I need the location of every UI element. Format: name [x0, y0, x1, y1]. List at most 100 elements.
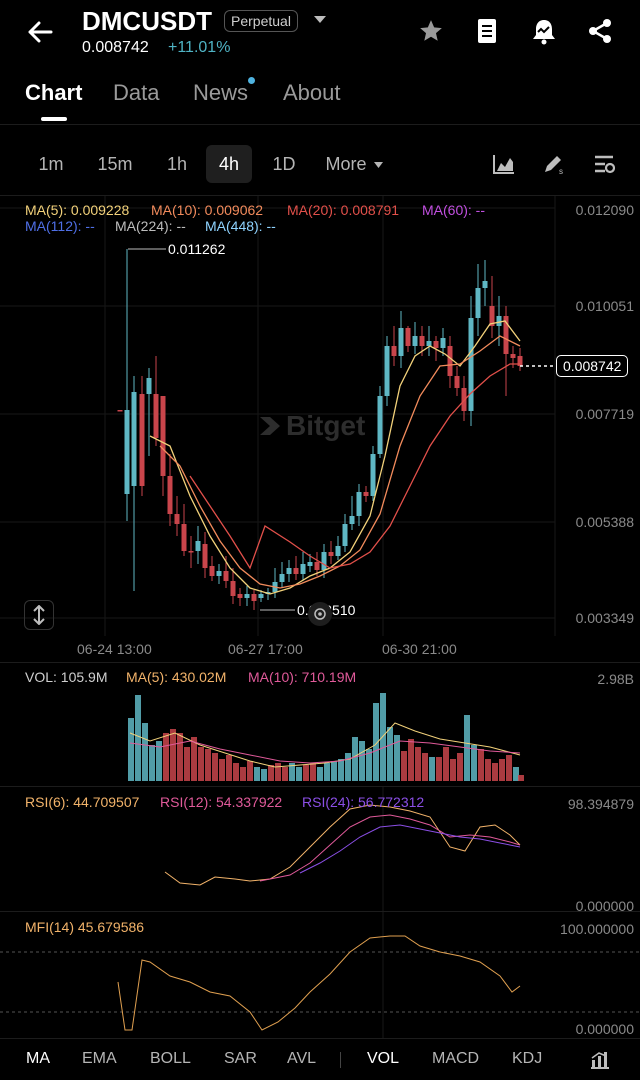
candle-body [209, 566, 215, 576]
indicator-sar[interactable]: SAR [224, 1050, 257, 1067]
candle-body [454, 376, 460, 388]
candle-body [195, 541, 201, 551]
star-icon[interactable] [414, 14, 448, 48]
volume-bar [359, 741, 365, 781]
price-axis-5: 0.003349 [575, 610, 634, 626]
indicator-macd[interactable]: MACD [432, 1050, 480, 1067]
candle-body [482, 281, 488, 288]
volume-bar [506, 755, 512, 781]
candle-body [468, 318, 474, 411]
indicator-kdj[interactable]: KDJ [512, 1050, 543, 1067]
indicator-ema[interactable]: EMA [82, 1050, 117, 1067]
timeframe-4h[interactable]: 4h [206, 145, 252, 183]
volume-bar [212, 753, 218, 781]
tab-chart[interactable]: Chart [25, 80, 83, 105]
draw-pen-icon[interactable]: s [540, 150, 568, 178]
price-axis-3: 0.007719 [575, 406, 634, 422]
volume-label: VOL: 105.9M [25, 669, 108, 685]
candle-body [188, 551, 194, 553]
candle-body [384, 346, 390, 396]
tab-data[interactable]: Data [113, 80, 160, 105]
symbol-title[interactable]: DMCUSDT [82, 6, 212, 36]
volume-divider [0, 786, 640, 787]
candle-body [124, 410, 130, 494]
candle-body [412, 336, 418, 346]
volume-bar [366, 749, 372, 781]
candle-body [244, 594, 250, 598]
candle-body [433, 341, 439, 348]
timeframe-15m[interactable]: 15m [97, 154, 133, 174]
high-price-marker: 0.011262 [168, 241, 226, 257]
indicator-vol[interactable]: VOL [367, 1050, 400, 1067]
tab-about[interactable]: About [283, 80, 341, 105]
volume-panel: VOL: 105.9M MA(5): 430.02M MA(10): 710.1… [0, 663, 640, 786]
timeframe-1m[interactable]: 1m [38, 154, 64, 174]
indicator-avl[interactable]: AVL [287, 1050, 317, 1067]
rsi12-label: RSI(12): 54.337922 [160, 794, 283, 810]
candle-body [475, 288, 481, 318]
ma112-label: MA(112): -- [25, 218, 95, 234]
main-chart-divider [0, 662, 640, 663]
ma20-label: MA(20): 0.008791 [287, 202, 400, 218]
ma-line [189, 363, 520, 570]
indicator-ma[interactable]: MA [26, 1050, 50, 1067]
bitget-watermark-text: Bitget [286, 410, 366, 441]
chart-type-icon[interactable] [490, 150, 518, 178]
chevron-down-icon[interactable] [312, 12, 328, 28]
candle-body [160, 396, 166, 476]
candle-body [314, 562, 320, 570]
candle-body [349, 516, 355, 524]
volume-bar [219, 759, 225, 781]
timeframe-1h[interactable]: 1h [166, 154, 188, 174]
news-unread-dot [248, 77, 255, 84]
volume-bar [184, 747, 190, 781]
change-percent: +11.01% [168, 39, 231, 56]
indicator-boll[interactable]: BOLL [150, 1050, 191, 1067]
candle-body [307, 562, 313, 566]
time-axis-1: 06-24 13:00 [77, 641, 152, 657]
candle-body [328, 552, 334, 556]
volume-bar [513, 767, 519, 781]
candle-body [489, 306, 495, 326]
volume-bar [163, 733, 169, 781]
volume-bar [282, 767, 288, 781]
alert-bell-icon[interactable] [527, 14, 561, 48]
volume-bar [345, 753, 351, 781]
candle-body [139, 394, 145, 486]
rsi-max-label: 98.394879 [567, 796, 634, 812]
notebook-icon[interactable] [470, 14, 504, 48]
volume-bar [247, 761, 253, 781]
volume-bar [177, 733, 183, 781]
caret-down-icon [373, 162, 383, 169]
candle-body [426, 341, 432, 346]
candle-body [356, 492, 362, 516]
bitget-logo-icon [260, 417, 280, 435]
ma10-label: MA(10): 0.009062 [151, 202, 264, 218]
back-arrow-icon[interactable] [22, 14, 58, 50]
volume-bar [436, 757, 442, 781]
candle-body [377, 396, 383, 454]
rsi24-label: RSI(24): 56.772312 [302, 794, 425, 810]
mfi-panel: MFI(14) 45.679586 100.000000 0.000000 [0, 912, 640, 1038]
crosshair-target-icon[interactable] [308, 602, 332, 626]
timeframe-more[interactable]: More [318, 145, 390, 183]
volume-bar [457, 753, 463, 781]
main-chart[interactable]: MA(5): 0.009228 MA(10): 0.009062 MA(20):… [0, 196, 640, 662]
volume-bar [331, 761, 337, 781]
price-axis-4: 0.005388 [575, 514, 634, 530]
candle-body [174, 514, 180, 524]
timeframe-1d[interactable]: 1D [272, 154, 296, 174]
expand-vertical-icon[interactable] [24, 600, 54, 630]
candle-body [230, 581, 236, 596]
settings-sliders-icon[interactable] [590, 150, 618, 178]
indicator-settings-icon[interactable] [586, 1047, 614, 1073]
volume-bar [499, 759, 505, 781]
share-icon[interactable] [583, 14, 617, 48]
candle-body [496, 316, 502, 326]
volume-bar [310, 763, 316, 781]
tab-news[interactable]: News [193, 80, 249, 105]
contract-type-badge[interactable]: Perpetual [224, 10, 298, 32]
ma60-label: MA(60): -- [422, 202, 485, 218]
candle-body [293, 568, 299, 574]
price-axis-1: 0.012090 [575, 202, 634, 218]
